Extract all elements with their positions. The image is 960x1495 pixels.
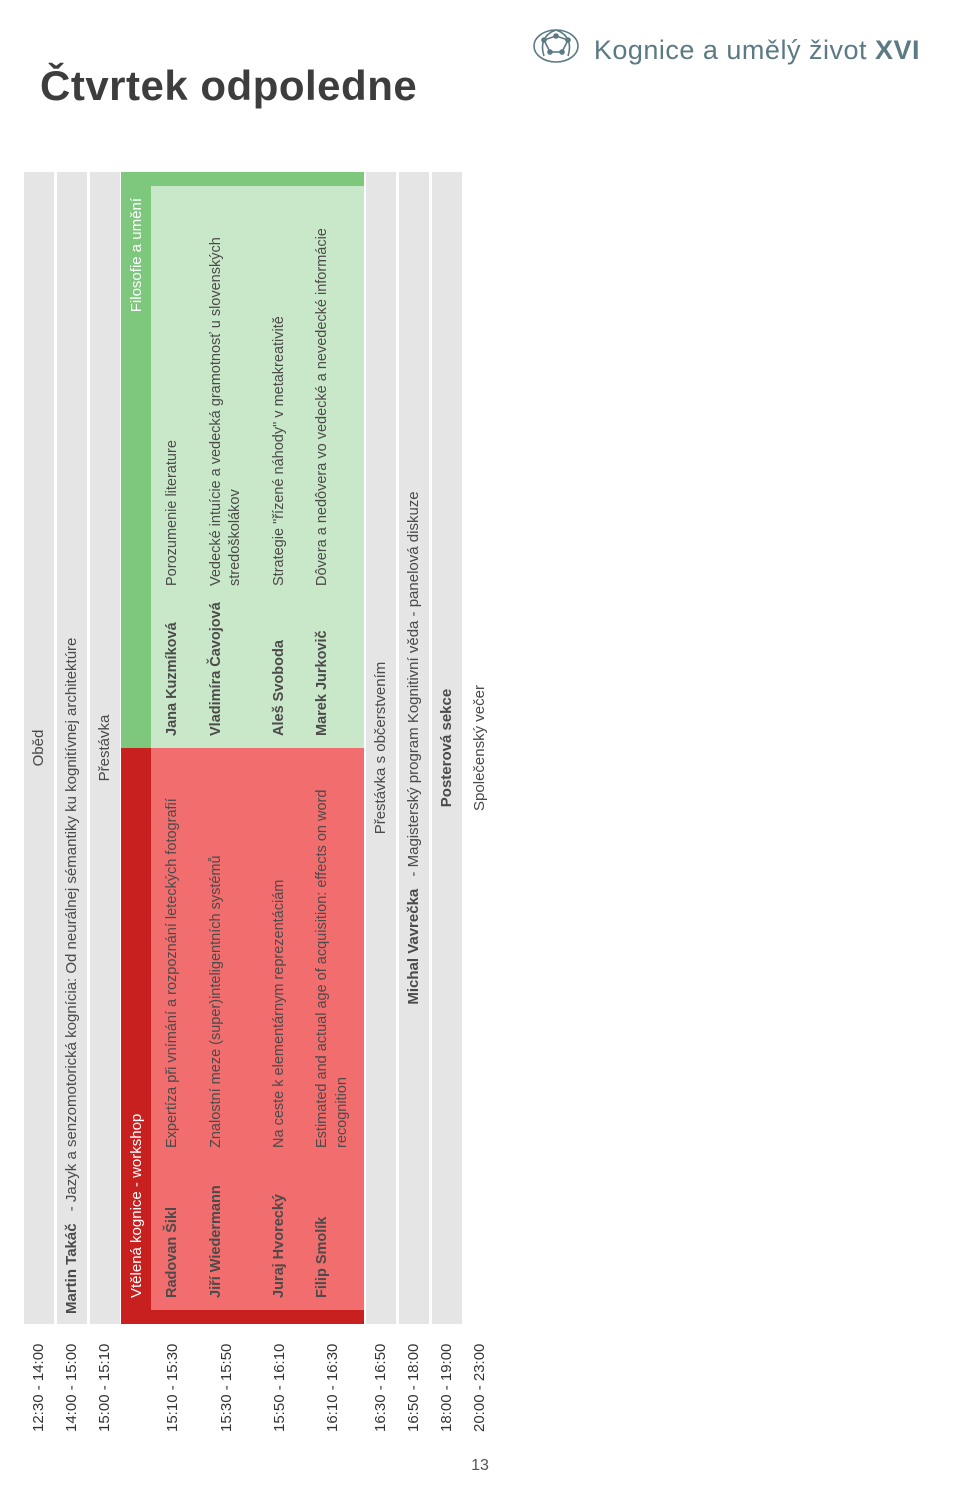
time-label: 12:30 - 14:00: [22, 1324, 55, 1432]
time-label: 16:30 - 16:50: [364, 1324, 397, 1432]
page-number: 13: [471, 1457, 489, 1475]
speaker: Aleš Svoboda: [270, 586, 290, 736]
page-title: Čtvrtek odpoledne: [40, 62, 417, 110]
time-label: 16:50 - 18:00: [397, 1324, 430, 1432]
logo-text: Kognice a umělý život XVI: [594, 35, 920, 66]
brain-icon: [530, 26, 582, 75]
posters-label: Posterová sekce: [432, 172, 462, 1324]
track-left-header: Vtělená kognice - workshop: [121, 748, 151, 1310]
panel-speaker: Michal Vavrečka: [405, 889, 422, 1005]
talk-right: Aleš Svoboda Strategie "řízené náhody" v…: [258, 186, 302, 748]
speaker: Filip Smolík: [313, 1148, 352, 1298]
speaker: Juraj Hvorecký: [270, 1148, 290, 1298]
talk-title: Expertíza při vnímání a rozpoznání letec…: [163, 760, 183, 1148]
time-label: 20:00 - 23:00: [463, 1324, 496, 1432]
time-label: 16:10 - 16:30: [301, 1324, 364, 1432]
row-lunch: 12:30 - 14:00 Oběd: [22, 172, 55, 1432]
talk-left: Jiří Wiedermann Znalostní meze (super)in…: [195, 748, 258, 1310]
talk-left: Radovan Šikl Expertíza při vnímání a roz…: [151, 748, 195, 1310]
row-break2: 16:30 - 16:50 Přestávka s občerstvením: [364, 172, 397, 1432]
panel-title: Magisterský program Kognitivní věda - pa…: [405, 491, 422, 867]
schedule-table: 12:30 - 14:00 Oběd 14:00 - 15:00 Martin …: [22, 172, 496, 1432]
time-label: 14:00 - 15:00: [55, 1324, 88, 1432]
time-label: 15:00 - 15:10: [88, 1324, 121, 1432]
talk-title: Dôvera a nedôvera vo vedecké a nevedecké…: [313, 198, 352, 586]
talk-left: Filip Smolík Estimated and actual age of…: [301, 748, 364, 1310]
talk-left: Juraj Hvorecký Na ceste k elementárnym r…: [258, 748, 302, 1310]
row-social: 20:00 - 23:00 Společenský večer: [463, 172, 496, 1432]
talk-right: Jana Kuzmíková Porozumenie literature: [151, 186, 195, 748]
keynote-title: Jazyk a senzomotorická kognícia: Od neur…: [63, 638, 80, 1202]
speaker: Jana Kuzmíková: [163, 586, 183, 736]
lunch-label: Oběd: [24, 172, 54, 1324]
speaker: Jiří Wiedermann: [207, 1148, 246, 1298]
row-panel: 16:50 - 18:00 Michal Vavrečka - Magister…: [397, 172, 430, 1432]
track-right-header: Filosofie a umění: [121, 186, 151, 748]
row-break1: 15:00 - 15:10 Přestávka: [88, 172, 121, 1432]
row-posters: 18:00 - 19:00 Posterová sekce: [430, 172, 463, 1432]
row-slot: 15:10 - 15:30 Radovan Šikl Expertíza při…: [151, 172, 195, 1432]
speaker: Radovan Šikl: [163, 1148, 183, 1298]
panel-bar: Michal Vavrečka - Magisterský program Ko…: [399, 172, 429, 1324]
talk-right: Marek Jurkovič Dôvera a nedôvera vo vede…: [301, 186, 364, 748]
talk-title: Znalostní meze (super)inteligentních sys…: [207, 760, 246, 1148]
time-label: 15:30 - 15:50: [195, 1324, 258, 1432]
break-label: Přestávka: [90, 172, 120, 1324]
talk-title: Porozumenie literature: [163, 198, 183, 586]
row-track-headers: Vtělená kognice - workshop Filosofie a u…: [121, 172, 151, 1432]
speaker: Marek Jurkovič: [313, 586, 352, 736]
talk-right: Vladimíra Čavojová Vedecké intuície a ve…: [195, 186, 258, 748]
row-slot: 15:50 - 16:10 Juraj Hvorecký Na ceste k …: [258, 172, 302, 1432]
talk-title: Strategie "řízené náhody" v metakreativi…: [270, 198, 290, 586]
talk-title: Na ceste k elementárnym reprezentáciám: [270, 760, 290, 1148]
time-label: 15:50 - 16:10: [258, 1324, 302, 1432]
time-label: 15:10 - 15:30: [151, 1324, 195, 1432]
row-keynote: 14:00 - 15:00 Martin Takáč - Jazyk a sen…: [55, 172, 88, 1432]
conference-logo: Kognice a umělý život XVI: [530, 26, 920, 75]
keynote-bar: Martin Takáč - Jazyk a senzomotorická ko…: [57, 172, 87, 1324]
speaker: Vladimíra Čavojová: [207, 586, 246, 736]
keynote-speaker: Martin Takáč: [63, 1223, 80, 1314]
social-label: Společenský večer: [465, 172, 495, 1324]
talk-title: Vedecké intuície a vedecká gramotnosť u …: [207, 198, 246, 586]
time-label: 18:00 - 19:00: [430, 1324, 463, 1432]
row-slot: 15:30 - 15:50 Jiří Wiedermann Znalostní …: [195, 172, 258, 1432]
talk-title: Estimated and actual age of acquisition:…: [313, 760, 352, 1148]
row-slot: 16:10 - 16:30 Filip Smolík Estimated and…: [301, 172, 364, 1432]
break-label: Přestávka s občerstvením: [366, 172, 396, 1324]
